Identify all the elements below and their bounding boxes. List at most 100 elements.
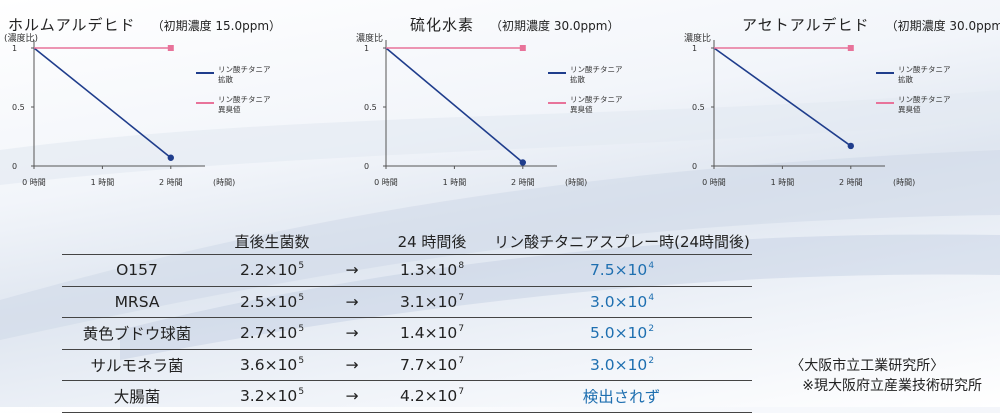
initial-count: 2.2×105	[212, 254, 332, 286]
after-24h-count: 4.2×107	[372, 380, 492, 413]
spray-count: 3.0×102	[492, 348, 752, 381]
initial-count-exponent: 5	[298, 324, 305, 335]
initial-count-exponent: 5	[298, 261, 305, 272]
after-24h-count-exponent: 7	[458, 324, 465, 335]
x-axis-label: (時間)	[893, 178, 915, 187]
series-endpoint	[167, 154, 174, 161]
x-axis-label: (時間)	[565, 178, 587, 187]
header-24h: 24 時間後	[397, 232, 467, 251]
series-endpoint	[519, 45, 526, 51]
legend-label: 異臭値	[898, 104, 921, 114]
spray-count: 3.0×104	[492, 285, 752, 318]
table-row: 黄色ブドウ球菌 2.7×105 → 1.4×107 5.0×102	[62, 317, 752, 349]
bacteria-name: サルモネラ菌	[62, 348, 212, 381]
spray-count-mantissa: 3.0×10	[589, 292, 648, 311]
after-24h-count-mantissa: 3.1×10	[399, 292, 458, 311]
y-tick-label: 0	[364, 162, 369, 171]
header-initial: 直後生菌数	[234, 232, 310, 251]
initial-count-exponent: 5	[298, 292, 305, 303]
y-tick-label: 0	[692, 162, 697, 171]
initial-count-exponent: 5	[298, 387, 305, 398]
y-axis-label: 濃度比	[684, 32, 711, 44]
series-endpoint	[167, 45, 174, 51]
after-24h-count-mantissa: 1.4×10	[399, 324, 458, 343]
y-tick-label: 0	[12, 162, 17, 171]
series-line	[713, 47, 852, 147]
chart-title-text: ホルムアルデヒド	[8, 16, 136, 34]
line-chart: 濃度比 0 0.5 1 0 時間 1 時間 2 時間 (時間) リン酸チタニア拡散リン酸チタニア…	[684, 32, 951, 187]
bacteria-name: 黄色ブドウ球菌	[62, 317, 212, 349]
arrow-cell: →	[332, 348, 372, 381]
x-tick-label: 2 時間	[511, 178, 535, 187]
spray-count: 5.0×102	[492, 317, 752, 349]
after-24h-count-mantissa: 4.2×10	[399, 387, 458, 406]
after-24h-count: 3.1×107	[372, 285, 492, 318]
legend-label: リン酸チタニア	[898, 64, 951, 74]
x-tick-label: 0 時間	[374, 178, 398, 187]
spray-count-mantissa: 3.0×10	[589, 355, 648, 374]
y-tick-label: 0.5	[692, 103, 705, 112]
chart-subtitle: （初期濃度 30.0ppm）	[490, 19, 620, 33]
table-row: MRSA 2.5×105 → 3.1×107 3.0×104	[62, 285, 752, 318]
initial-count-mantissa: 2.7×10	[239, 324, 298, 343]
spray-count-mantissa: 7.5×10	[589, 261, 648, 280]
legend-label: 拡散	[218, 74, 233, 84]
initial-count-mantissa: 2.2×10	[239, 261, 298, 280]
header-spray: リン酸チタニアスプレー時(24時間後)	[494, 232, 750, 251]
table-row: 大腸菌 3.2×105 → 4.2×107 検出されず	[62, 380, 752, 413]
initial-count: 3.2×105	[212, 380, 332, 413]
source-note: 〈大阪市立工業研究所〉 ※現大阪府立産業技術研究所	[790, 356, 982, 396]
spray-count: 7.5×104	[492, 254, 752, 286]
arrow-cell: →	[332, 317, 372, 349]
after-24h-count-mantissa: 7.7×10	[399, 355, 458, 374]
legend-label: リン酸チタニア	[218, 94, 271, 104]
y-tick-label: 1	[692, 44, 697, 53]
arrow-cell: →	[332, 254, 372, 286]
after-24h-count-exponent: 7	[458, 387, 465, 398]
initial-count: 2.5×105	[212, 285, 332, 318]
initial-count: 2.7×105	[212, 317, 332, 349]
spray-count: 検出されず	[492, 380, 752, 413]
header-empty	[62, 228, 212, 255]
y-tick-label: 1	[12, 44, 17, 53]
legend-label: リン酸チタニア	[898, 94, 951, 104]
series-line	[33, 47, 172, 159]
after-24h-count: 1.4×107	[372, 317, 492, 349]
source-line-2: ※現大阪府立産業技術研究所	[802, 378, 982, 394]
y-tick-label: 0.5	[12, 103, 25, 112]
chart-subtitle: （初期濃度 30.0ppm）	[885, 19, 1000, 33]
spray-count-exponent: 4	[648, 261, 655, 272]
chart-acetaldehyde: アセトアルデヒド （初期濃度 30.0ppm） 濃度比 0 0.5 1 0 時間 1 時間 2…	[680, 0, 1000, 200]
x-tick-label: 1 時間	[443, 178, 467, 187]
source-line-1: 〈大阪市立工業研究所〉	[790, 358, 945, 374]
legend-label: リン酸チタニア	[570, 64, 623, 74]
x-tick-label: 0 時間	[22, 178, 46, 187]
after-24h-count-exponent: 7	[458, 292, 465, 303]
legend-label: リン酸チタニア	[570, 94, 623, 104]
y-tick-label: 1	[364, 44, 369, 53]
x-tick-label: 2 時間	[159, 178, 183, 187]
initial-count-mantissa: 2.5×10	[239, 292, 298, 311]
initial-count: 3.6×105	[212, 348, 332, 381]
after-24h-count: 7.7×107	[372, 348, 492, 381]
table-row: サルモネラ菌 3.6×105 → 7.7×107 3.0×102	[62, 348, 752, 381]
bacteria-name: MRSA	[62, 285, 212, 318]
after-24h-count: 1.3×108	[372, 254, 492, 286]
bacteria-name: 大腸菌	[62, 380, 212, 413]
y-axis-label: 濃度比	[356, 32, 383, 44]
series-line	[385, 47, 524, 164]
x-axis-label: (時間)	[213, 178, 235, 187]
x-tick-label: 1 時間	[91, 178, 115, 187]
chart-formaldehyde: ホルムアルデヒド （初期濃度 15.0ppm） (濃度比) 0 0.5 1 0 時間 1 時…	[0, 0, 330, 200]
chart-hydrogen-sulfide: 硫化水素 （初期濃度 30.0ppm） 濃度比 0 0.5 1 0 時間 1 時間 2 時間 (…	[352, 0, 682, 200]
x-tick-label: 2 時間	[839, 178, 863, 187]
legend-label: リン酸チタニア	[218, 64, 271, 74]
initial-count-exponent: 5	[298, 355, 305, 366]
legend-label: 異臭値	[218, 104, 241, 114]
chart-title: アセトアルデヒド （初期濃度 30.0ppm）	[742, 14, 1000, 35]
chart-title: ホルムアルデヒド （初期濃度 15.0ppm）	[8, 14, 281, 35]
spray-count-mantissa: 5.0×10	[589, 324, 648, 343]
after-24h-count-mantissa: 1.3×10	[399, 261, 458, 280]
chart-subtitle: （初期濃度 15.0ppm）	[151, 19, 282, 33]
x-tick-label: 0 時間	[702, 178, 726, 187]
